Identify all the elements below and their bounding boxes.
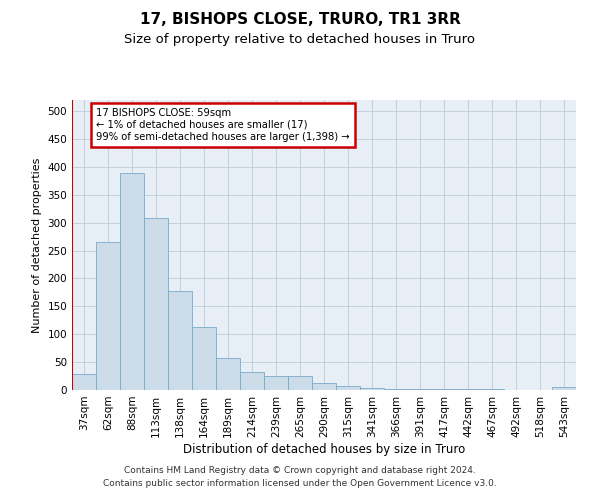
Text: Size of property relative to detached houses in Truro: Size of property relative to detached ho… (125, 32, 476, 46)
Bar (192, 327, 216, 390)
Bar (312, 383, 336, 390)
Bar (144, 218, 168, 390)
Bar (552, 387, 576, 390)
X-axis label: Distribution of detached houses by size in Truro: Distribution of detached houses by size … (183, 442, 465, 456)
Y-axis label: Number of detached properties: Number of detached properties (32, 158, 42, 332)
Bar (264, 376, 288, 390)
Bar (120, 172, 144, 390)
Bar (384, 389, 408, 390)
Bar (168, 290, 192, 390)
Text: 17, BISHOPS CLOSE, TRURO, TR1 3RR: 17, BISHOPS CLOSE, TRURO, TR1 3RR (140, 12, 460, 28)
Bar (240, 372, 264, 390)
Bar (336, 386, 360, 390)
Bar (360, 388, 384, 390)
Bar (96, 242, 120, 390)
Bar (288, 376, 312, 390)
Text: 17 BISHOPS CLOSE: 59sqm
← 1% of detached houses are smaller (17)
99% of semi-det: 17 BISHOPS CLOSE: 59sqm ← 1% of detached… (96, 108, 350, 142)
Text: Contains HM Land Registry data © Crown copyright and database right 2024.
Contai: Contains HM Land Registry data © Crown c… (103, 466, 497, 487)
Bar (408, 389, 432, 390)
Bar (72, 374, 96, 390)
Bar (216, 358, 240, 390)
